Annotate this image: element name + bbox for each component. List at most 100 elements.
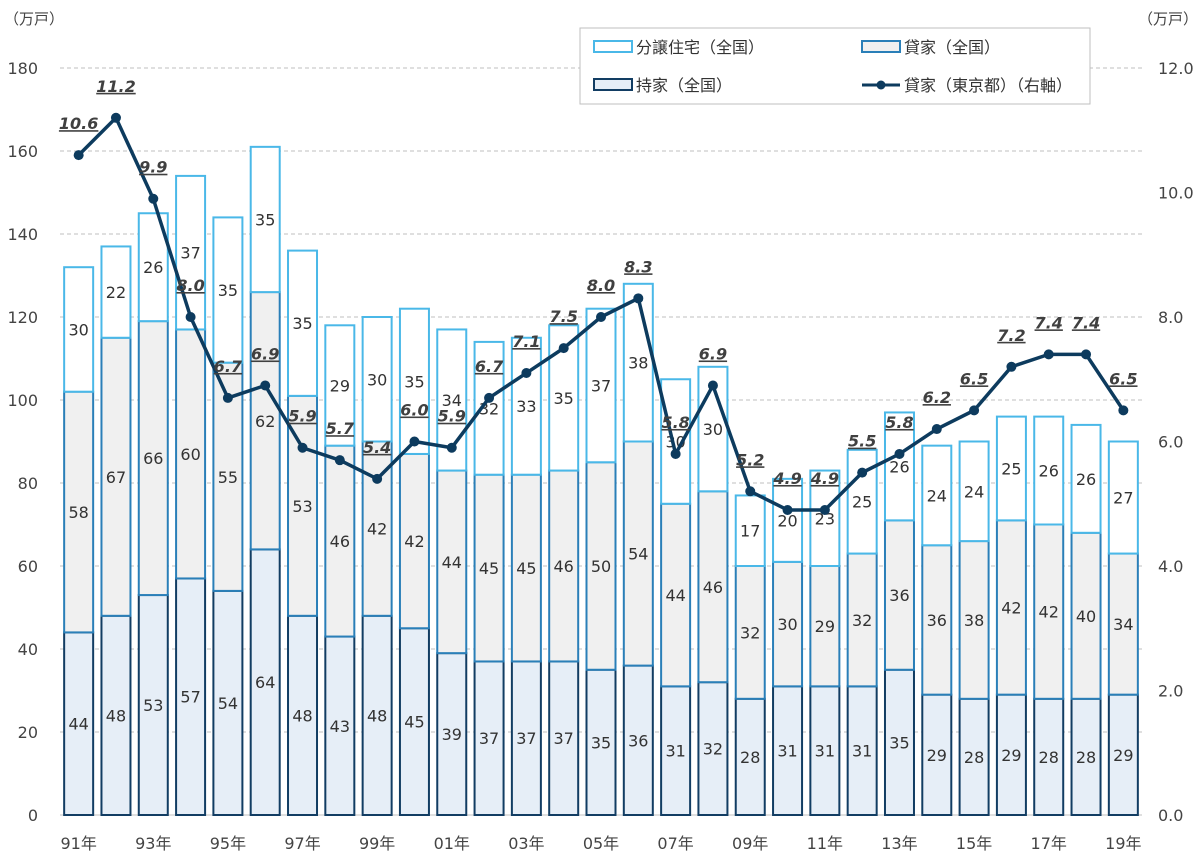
bar-segment [622,440,654,667]
bar-segment [398,627,430,816]
line-value-label: 7.1 [512,332,540,351]
bar-segment [1070,423,1102,534]
segment-value-label: 22 [106,283,126,302]
bar-segment [809,685,841,816]
line-value-label: 8.3 [624,257,652,276]
bar-segment [175,328,207,580]
segment-value-label: 31 [777,742,797,761]
bar-segment [883,668,915,816]
bar-segment [361,316,393,443]
bar-segment [63,631,95,817]
x-tick-label: 95年 [210,834,246,853]
segment-value-label: 44 [442,553,462,572]
segment-value-label: 39 [442,725,462,744]
segment-value-label: 45 [516,559,536,578]
segment-value-label: 26 [1039,462,1059,481]
segment-value-label: 46 [554,557,574,576]
segment-value-label: 46 [330,532,350,551]
segment-value-label: 32 [740,623,760,642]
line-value-label: 7.4 [1072,313,1100,332]
bar-segment [660,378,692,505]
bar-segment [398,307,430,455]
line-point [745,486,756,497]
segment-value-label: 35 [404,372,424,391]
segment-value-label: 53 [292,497,312,516]
line-value-label: 5.9 [438,407,466,426]
segment-value-label: 31 [852,742,872,761]
bar-segment [921,544,953,696]
line-point [1118,405,1129,416]
segment-value-label: 30 [68,320,88,339]
segment-value-label: 37 [479,729,499,748]
line-point [633,293,644,304]
line-point [969,405,980,416]
legend-swatch-bar2 [861,40,901,53]
line-point [558,343,569,354]
line-value-label: 8.0 [176,276,204,295]
bar-segment [958,540,990,700]
line-point [596,312,606,322]
segment-value-label: 28 [1076,748,1096,767]
segment-value-label: 37 [516,729,536,748]
line-value-label: 10.6 [59,114,98,133]
segment-value-label: 33 [516,397,536,416]
x-tick-label: 11年 [807,834,843,853]
bar-segment [958,440,990,543]
x-tick-label: 19年 [1105,834,1141,853]
y-tick-label: 20 [18,723,38,742]
segment-value-label: 36 [889,586,909,605]
segment-value-label: 24 [927,486,947,505]
line-value-label: 5.5 [848,432,876,451]
line-point [521,368,532,379]
line-value-label: 5.4 [363,438,391,457]
bar-segment [697,490,729,684]
bar-segment [622,664,654,816]
bar-segment [473,660,505,817]
right-axis-unit: （万戸） [1138,10,1198,28]
bar-segment [660,502,692,688]
bar-segment [995,519,1027,696]
segment-value-label: 25 [852,493,872,512]
line-value-label: 6.9 [251,344,279,363]
segment-value-label: 23 [815,509,835,528]
line-point [894,448,905,459]
bar-segment [772,560,804,688]
y-tick-label: 160 [7,142,38,161]
segment-value-label: 29 [815,617,835,636]
segment-value-label: 40 [1076,607,1096,626]
bar-segment [473,473,505,663]
segment-value-label: 31 [815,742,835,761]
bar-segment [585,461,617,671]
segment-value-label: 66 [143,449,163,468]
legend-frame [579,27,1091,105]
segment-value-label: 35 [218,281,238,300]
segment-value-label: 35 [889,733,909,752]
bar-segment [921,444,953,547]
line-point [73,150,84,161]
line-point [1006,361,1017,372]
segment-value-label: 42 [1001,599,1021,618]
segment-value-label: 35 [292,314,312,333]
segment-value-label: 29 [927,746,947,765]
y-tick-label: 0 [28,806,38,825]
bar-segment [585,307,617,464]
bar-segment [548,660,580,817]
x-tick-label: 07年 [657,834,693,853]
bar-segment [697,681,729,817]
line-value-label: 7.2 [997,326,1025,345]
bar-segment [1107,440,1139,555]
y-tick-label: 40 [18,640,38,659]
line-value-label: 5.9 [288,407,316,426]
y2-tick-label: 0.0 [1158,806,1183,825]
segment-value-label: 35 [591,733,611,752]
segment-value-label: 42 [367,520,387,539]
line-value-label: 6.9 [699,344,727,363]
legend-label-bar1: 持家（全国） [636,76,732,95]
bar-segment [995,415,1027,522]
segment-value-label: 34 [1113,615,1133,634]
left-axis: 0 20 40 60 80 100 120 140 160 180 [7,59,38,825]
line-point [670,448,681,459]
line-point [857,467,868,478]
segment-value-label: 37 [180,244,200,263]
bar-segment [324,635,356,816]
